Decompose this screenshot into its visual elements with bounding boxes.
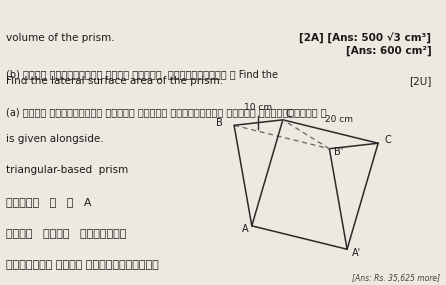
- Text: 20 cm: 20 cm: [325, 115, 353, 124]
- Text: is given alongside.: is given alongside.: [6, 134, 103, 144]
- Text: A: A: [242, 224, 248, 234]
- Text: C: C: [385, 135, 392, 145]
- Text: B: B: [216, 118, 223, 128]
- Text: volume of the prism.: volume of the prism.: [6, 33, 115, 43]
- Text: दिएको   छ   ।   A: दिएको छ । A: [6, 197, 91, 207]
- Text: [Ans: Rs. 35,625 more]: [Ans: Rs. 35,625 more]: [352, 274, 440, 283]
- Text: A': A': [351, 248, 361, 258]
- Text: Find the lateral surface area of the prism.: Find the lateral surface area of the pri…: [6, 76, 223, 86]
- Text: B': B': [334, 147, 343, 157]
- Text: आधार   भएको   प्रिज्म: आधार भएको प्रिज्म: [6, 229, 126, 239]
- Text: [Ans: 600 cm²]: [Ans: 600 cm²]: [346, 45, 431, 56]
- Text: C: C: [285, 109, 292, 119]
- Text: 10 cm: 10 cm: [244, 103, 273, 112]
- Text: (b) उक्त प्रिज्मको आयतन पत्ता  लगाउनुहोस् । Find the: (b) उक्त प्रिज्मको आयतन पत्ता लगाउनुहोस्…: [6, 69, 278, 79]
- Text: triangular-based  prism: triangular-based prism: [6, 165, 128, 175]
- Text: (a) उक्त प्रिज्मको छड्के सतहको क्षेत्रफल पत्ता लगाउनुहोस् ।: (a) उक्त प्रिज्मको छड्के सतहको क्षेत्रफल…: [6, 107, 326, 117]
- Text: चित्रमा एउटा त्रिभुजाकार: चित्रमा एउटा त्रिभुजाकार: [6, 260, 159, 270]
- Text: [2U]: [2U]: [409, 76, 431, 86]
- Text: [2A] [Ans: 500 √3 cm³]: [2A] [Ans: 500 √3 cm³]: [299, 33, 431, 44]
